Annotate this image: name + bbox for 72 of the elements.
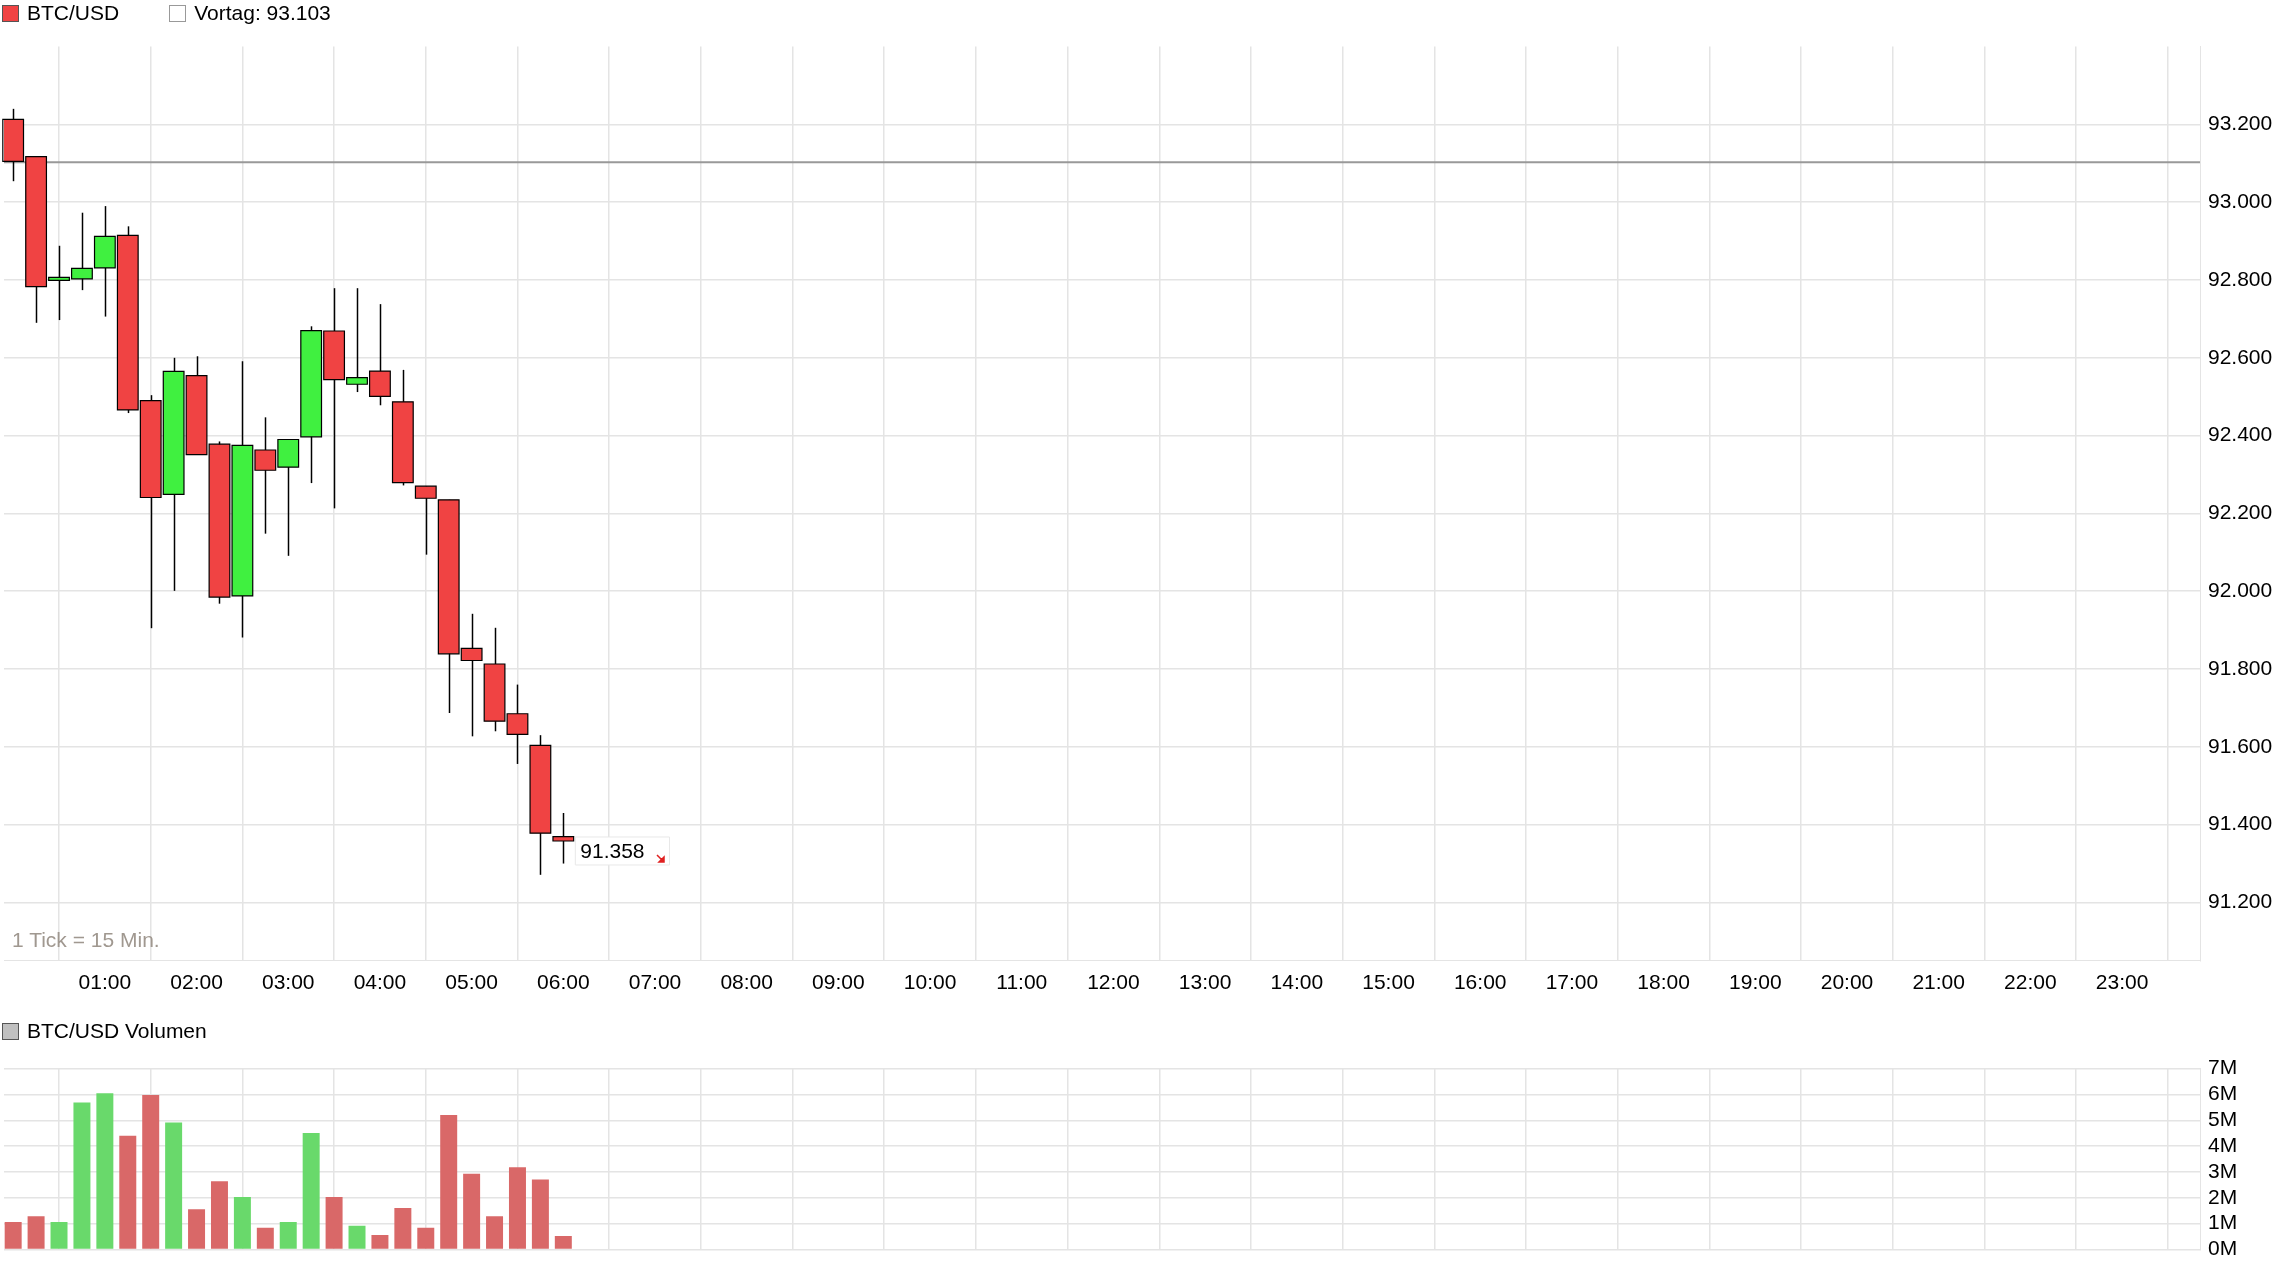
bar	[325, 1196, 343, 1249]
bar	[256, 1227, 274, 1249]
bar	[119, 1135, 137, 1249]
bar	[210, 1181, 228, 1249]
x-tick-label: 13:00	[1178, 970, 1232, 994]
bar	[233, 1196, 251, 1249]
bar	[27, 1216, 45, 1249]
legend-label: Vortag: 93.103	[194, 1, 331, 25]
bar	[348, 1225, 366, 1249]
x-tick-label: 07:00	[628, 970, 682, 994]
bar	[96, 1093, 114, 1249]
y-tick-label: 91.200	[2208, 889, 2273, 913]
x-tick-label: 18:00	[1637, 970, 1690, 994]
bar	[486, 1216, 504, 1249]
bar	[417, 1227, 435, 1249]
y-tick-label: 1M	[2208, 1210, 2238, 1234]
x-tick-label: 15:00	[1362, 970, 1415, 994]
x-tick-label: 04:00	[353, 970, 407, 994]
y-tick-label: 2M	[2208, 1184, 2238, 1208]
x-tick-label: 03:00	[261, 970, 315, 994]
x-tick-label: 17:00	[1545, 970, 1599, 994]
annotation: 91.358	[580, 838, 645, 862]
bar	[531, 1179, 549, 1249]
legend-label: BTC/USD	[27, 1, 120, 25]
bar	[4, 1222, 22, 1249]
x-tick-label: 09:00	[812, 970, 865, 994]
x-tick-label: 22:00	[2004, 970, 2057, 994]
bar	[142, 1094, 160, 1249]
x-tick-label: 10:00	[903, 970, 957, 994]
y-tick-label: 91.400	[2208, 811, 2273, 835]
bar	[50, 1222, 68, 1249]
y-tick-label: 93.000	[2208, 189, 2273, 213]
y-tick-label: 92.000	[2208, 578, 2273, 602]
x-tick-label: 14:00	[1270, 970, 1324, 994]
y-tick-label: 93.200	[2208, 111, 2273, 135]
bar	[279, 1222, 297, 1249]
x-tick-label: 05:00	[445, 970, 498, 994]
bar	[188, 1209, 206, 1249]
x-tick-label: 11:00	[996, 970, 1048, 994]
y-tick-label: 92.800	[2208, 266, 2273, 290]
y-tick-label: 7M	[2208, 1055, 2238, 1079]
x-tick-label: 01:00	[78, 970, 132, 994]
y-tick-label: 91.600	[2208, 733, 2273, 757]
x-tick-label: 19:00	[1729, 970, 1782, 994]
bar	[302, 1132, 320, 1249]
x-tick-label: 08:00	[720, 970, 773, 994]
annotation: 1 Tick = 15 Min.	[12, 927, 160, 951]
bar	[73, 1102, 91, 1249]
y-tick-label: 4M	[2208, 1132, 2238, 1156]
y-tick-label: 92.400	[2208, 422, 2273, 446]
x-tick-label: 23:00	[2095, 970, 2149, 994]
x-tick-label: 16:00	[1453, 970, 1507, 994]
bar	[463, 1173, 481, 1249]
x-tick-label: 21:00	[1912, 970, 1965, 994]
bar	[508, 1167, 526, 1249]
y-tick-label: 92.200	[2208, 500, 2273, 524]
y-tick-label: 91.800	[2208, 655, 2273, 679]
y-tick-label: 6M	[2208, 1081, 2238, 1105]
bar	[165, 1122, 183, 1249]
bar	[440, 1115, 458, 1249]
y-tick-label: 3M	[2208, 1158, 2238, 1182]
x-tick-label: 20:00	[1820, 970, 1874, 994]
y-tick-label: 0M	[2208, 1236, 2238, 1260]
x-tick-label: 02:00	[170, 970, 223, 994]
x-tick-label: 12:00	[1087, 970, 1140, 994]
y-tick-label: 5M	[2208, 1107, 2238, 1131]
bar	[554, 1235, 572, 1249]
bar	[394, 1208, 412, 1249]
x-tick-label: 06:00	[537, 970, 590, 994]
text: BTC/USD Volumen	[27, 1019, 207, 1043]
y-tick-label: 92.600	[2208, 344, 2273, 368]
bar	[371, 1234, 389, 1249]
